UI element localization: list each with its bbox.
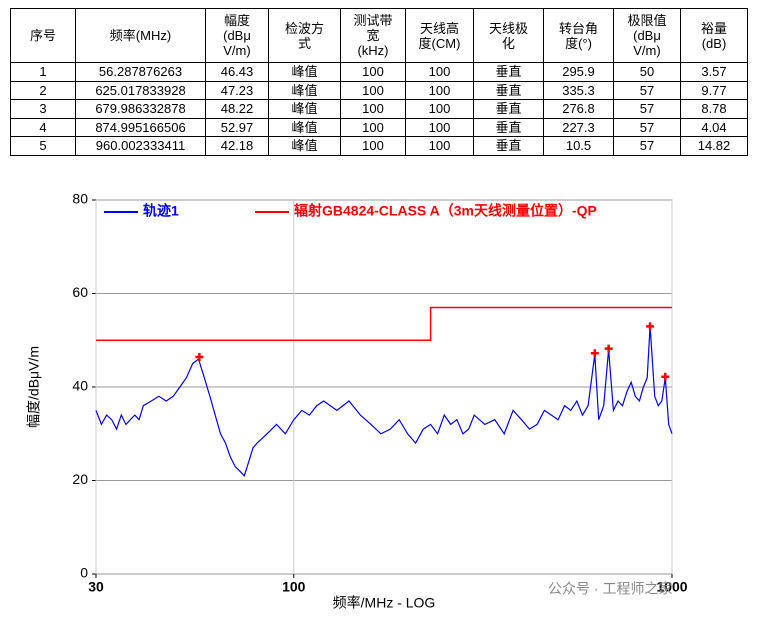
table-row: 5 960.002333411 42.18 峰值 100 100 垂直 10.5 57 14.82 [10,136,748,156]
peak-marker [195,352,204,361]
legend-label: 轨迹1 [143,203,179,219]
table-cell: 14.82 [680,136,748,156]
table-cell: 100 [340,117,406,137]
table-cell: 100 [405,117,474,137]
y-tick-label: 80 [72,191,88,207]
header-row: 序号 频率(MHz) 幅度 (dBμ V/m) 检波方 式测试带 宽 (kHz) 天线高… [10,8,748,63]
table-cell: 100 [405,80,474,100]
table-cell: 48.22 [205,99,269,119]
table-cell: 垂直 [473,62,544,82]
table-cell: 3 [10,99,76,119]
header-cell: 测试带 宽 (kHz) [340,8,406,63]
table-cell: 垂直 [473,136,544,156]
table-cell: 峰值 [268,136,341,156]
table-cell: 垂直 [473,80,544,100]
table-cell: 295.9 [543,62,614,82]
table-cell: 垂直 [473,117,544,137]
table-cell: 10.5 [543,136,614,156]
table-cell: 100 [340,62,406,82]
table-cell: 5 [10,136,76,156]
header-cell: 裕量 (dB) [680,8,748,63]
table-cell: 960.002333411 [75,136,206,156]
table-cell: 4.04 [680,117,748,137]
table-cell: 100 [340,80,406,100]
table-cell: 276.8 [543,99,614,119]
table-cell: 9.77 [680,80,748,100]
header-cell: 幅度 (dBμ V/m) [205,8,269,63]
y-axis-label: 幅度/dBμV/m [26,346,42,428]
series-line [95,326,673,477]
header-cell: 天线极 化 [473,8,544,63]
table-cell: 50 [613,62,681,82]
table-cell: 57 [613,136,681,156]
table-cell: 2 [10,80,76,100]
table-cell: 垂直 [473,99,544,119]
table-cell: 100 [405,62,474,82]
table-cell: 57 [613,80,681,100]
table-row: 2 625.017833928 47.23 峰值 100 100 垂直 335.3 57 9.77 [10,80,748,100]
header-cell: 转台角 度(°) [543,8,614,63]
table-cell: 峰值 [268,117,341,137]
result-table: 序号 频率(MHz) 幅度 (dBμ V/m) 检波方 式测试带 宽 (kHz) 天线高… [10,8,748,156]
table-cell: 4 [10,117,76,137]
table-row: 1 56.287876263 46.43 峰值 100 100 垂直 295.9 50 3.57 [10,62,748,82]
table-cell: 874.995166506 [75,117,206,137]
peak-marker [646,322,655,331]
header-cell: 天线高 度(CM) [405,8,474,63]
y-tick-label: 0 [80,565,88,581]
watermark: 公众号 · 工程师之家 [548,581,672,597]
table-cell: 100 [405,136,474,156]
table-row: 4 874.995166506 52.97 峰值 100 100 垂直 227.3 57 4.04 [10,117,748,137]
x-tick-label: 1000 [656,579,687,595]
x-tick-label: 30 [88,579,104,595]
y-tick-label: 20 [72,471,88,487]
table-cell: 8.78 [680,99,748,119]
table-cell: 57 [613,117,681,137]
table-cell: 100 [405,99,474,119]
table-cell: 679.986332878 [75,99,206,119]
table-cell: 100 [340,136,406,156]
table-cell: 峰值 [268,62,341,82]
table-cell: 57 [613,99,681,119]
table-cell: 335.3 [543,80,614,100]
table-cell: 56.287876263 [75,62,206,82]
table-cell: 227.3 [543,117,614,137]
peak-marker [604,344,613,353]
header-cell: 序号 [10,8,76,63]
x-axis-label: 频率/MHz - LOG [333,595,436,611]
legend-label: 辐射GB4824-CLASS A（3m天线测量位置）-QP [294,203,597,219]
table-cell: 47.23 [205,80,269,100]
table-cell: 625.017833928 [75,80,206,100]
header-cell: 检波方 式 [268,8,341,63]
table-cell: 1 [10,62,76,82]
table-row: 3 679.986332878 48.22 峰值 100 100 垂直 276.8 57 8.78 [10,99,748,119]
header-cell: 极限值 (dBμ V/m) [613,8,681,63]
y-tick-label: 40 [72,378,88,394]
table-cell: 峰值 [268,99,341,119]
series-line [96,306,672,342]
table-cell: 峰值 [268,80,341,100]
table-cell: 3.57 [680,62,748,82]
x-tick-label: 100 [282,579,306,595]
table-cell: 46.43 [205,62,269,82]
peak-marker [590,349,599,358]
table-cell: 52.97 [205,117,269,137]
table-cell: 100 [340,99,406,119]
y-tick-label: 60 [72,284,88,300]
table-cell: 42.18 [205,136,269,156]
chart: 0 20 40 60 80 30 100 1000 频率/MHz - LOG 幅度/dBμV/m 轨… [26,191,688,611]
header-cell: 频率(MHz) [75,8,206,63]
peak-marker [661,372,670,381]
table-body: 1 56.287876263 46.43 峰值 100 100 垂直 295.9 50 3.57 2… [10,62,748,156]
